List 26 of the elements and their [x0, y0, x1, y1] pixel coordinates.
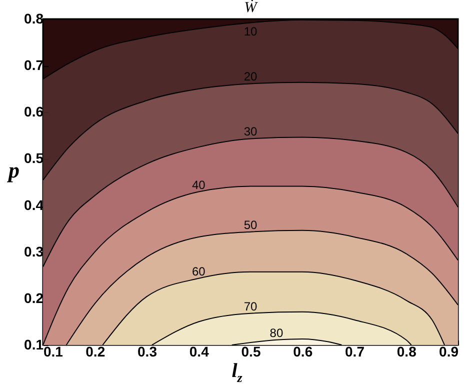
series-label: 10 — [244, 24, 258, 39]
series-label: 30 — [244, 124, 258, 139]
series-label: 50 — [244, 218, 258, 232]
y-axis-title: p — [6, 158, 20, 182]
y-tick-label: 0.7 — [24, 57, 44, 74]
series-label: 80 — [270, 326, 284, 340]
series-label: 40 — [192, 178, 206, 192]
y-tick-label: 0.5 — [24, 150, 44, 166]
y-tick-label: 0.2 — [24, 290, 44, 306]
x-tick-label: 0.3 — [138, 344, 158, 360]
series-label: 60 — [192, 264, 206, 278]
x-tick-label: 0.4 — [189, 344, 210, 360]
x-tick-label: 0.9 — [439, 344, 459, 360]
y-tick-label: 0.4 — [24, 196, 44, 213]
x-tick-label: 0.1 — [44, 344, 64, 360]
y-tick-label: 0.3 — [24, 243, 44, 260]
x-tick-label: 0.7 — [345, 344, 365, 360]
series-label: 70 — [244, 299, 258, 314]
y-tick-label: 0.8 — [24, 10, 44, 26]
series-label: 20 — [244, 70, 258, 84]
y-tick-label: 0.6 — [24, 104, 44, 120]
x-tick-label: 0.2 — [86, 344, 106, 360]
x-axis-title: l$_{z}$ — [230, 360, 244, 386]
x-tick-label: 0.6 — [293, 344, 313, 360]
x-tick-label: 0.5 — [241, 344, 261, 360]
x-tick-label: 0.8 — [396, 344, 417, 360]
